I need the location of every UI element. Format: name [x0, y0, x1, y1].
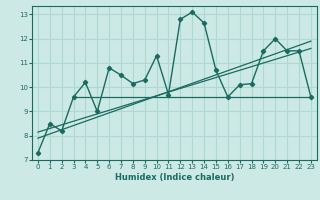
- X-axis label: Humidex (Indice chaleur): Humidex (Indice chaleur): [115, 173, 234, 182]
